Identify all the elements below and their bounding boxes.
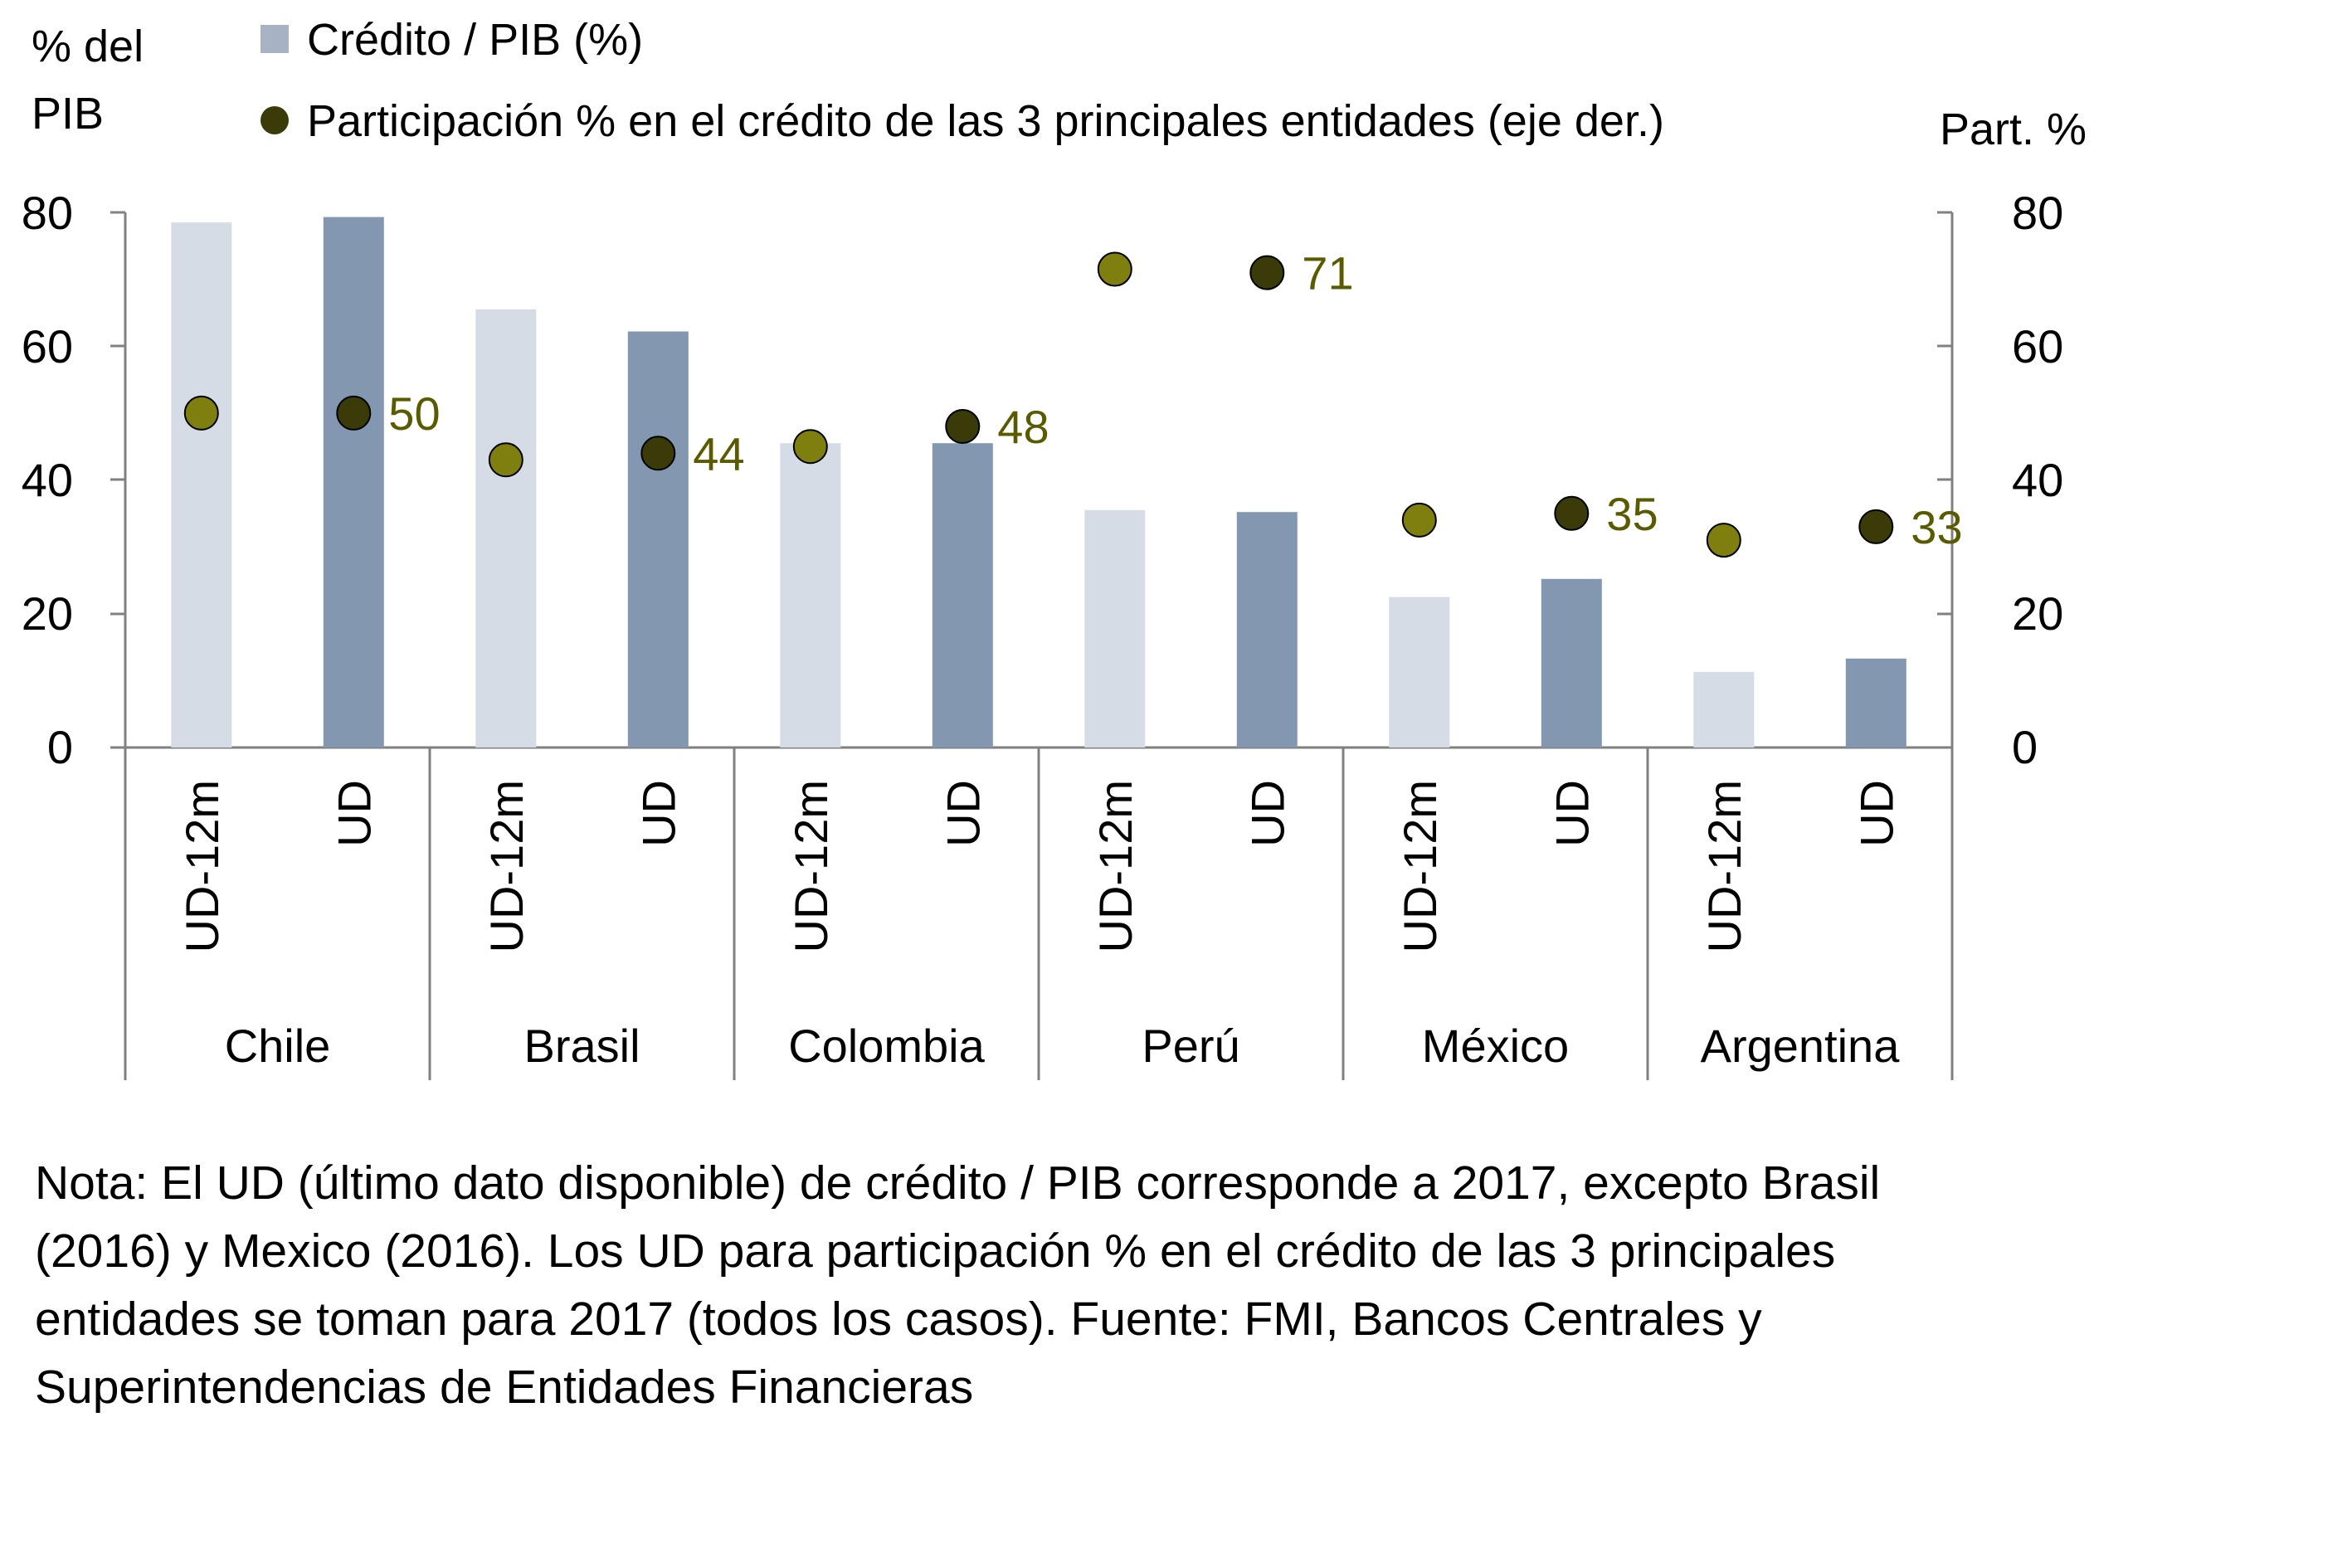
bars	[171, 217, 1906, 748]
dot-perú-ud	[1249, 255, 1285, 290]
group-label: Argentina	[1701, 1020, 1901, 1072]
left-axis-title-line1: % del	[32, 22, 144, 71]
x-tick-label: UD-12m	[1698, 780, 1751, 952]
right-tick-20: 20	[2012, 587, 2063, 640]
legend-dot-label: Participación % en el crédito de las 3 p…	[307, 96, 1664, 146]
x-tick-label: UD-12m	[1394, 780, 1446, 952]
chart: % del PIB Part. % Crédito / PIB (%) Part…	[22, 15, 2087, 1080]
bar-brasil-ud	[627, 331, 689, 747]
data-label: 35	[1606, 488, 1658, 540]
x-tick-label: UD	[1241, 780, 1293, 847]
bar-colombia-ud-12m	[780, 443, 841, 747]
bar-méxico-ud	[1541, 578, 1602, 747]
data-label: 50	[388, 387, 440, 440]
dot-colombia-ud	[945, 409, 981, 444]
group-label: Perú	[1142, 1020, 1239, 1072]
data-label: 48	[997, 401, 1049, 453]
data-labels: 50 44 48 71 35 33	[388, 247, 1962, 553]
left-tick-0: 0	[47, 721, 73, 773]
x-axis-labels: UD-12m UD UD-12m UD UD-12m UD UD-12m UD UD-12m UD…	[176, 780, 1903, 1072]
dot-brasil-ud	[640, 436, 676, 471]
dot-méxico-ud-12m	[1401, 502, 1437, 538]
bar-méxico-ud-12m	[1389, 597, 1450, 747]
data-label: 33	[1911, 501, 1962, 553]
dot-argentina-ud-12m	[1706, 523, 1741, 558]
group-label: Brasil	[523, 1020, 640, 1072]
x-tick-label: UD	[632, 780, 684, 847]
x-tick-label: UD-12m	[1089, 780, 1142, 952]
dot-chile-ud-12m	[183, 395, 219, 431]
dot-argentina-ud	[1858, 509, 1894, 544]
legend-dot-swatch	[261, 106, 289, 134]
bar-chile-ud	[323, 217, 384, 748]
bar-perú-ud	[1236, 512, 1298, 747]
left-axis: 80 60 40 20 0	[22, 187, 73, 773]
left-tick-40: 40	[22, 454, 73, 506]
bar-colombia-ud	[932, 443, 993, 747]
group-label: Colombia	[788, 1020, 985, 1072]
axes	[110, 211, 1954, 1080]
legend-bar-swatch	[261, 25, 289, 53]
bar-argentina-ud	[1845, 658, 1906, 747]
footnote-line: entidades se toman para 2017 (todos los …	[35, 1293, 1762, 1346]
footnote: Nota: El UD (último dato disponible) de …	[35, 1149, 2159, 1421]
dot-brasil-ud-12m	[488, 442, 523, 478]
legend: Crédito / PIB (%) Participación % en el …	[261, 15, 1664, 146]
bar-chile-ud-12m	[171, 222, 232, 748]
bar-perú-ud-12m	[1084, 509, 1146, 747]
bar-brasil-ud-12m	[475, 309, 537, 747]
x-tick-label: UD	[1546, 780, 1598, 847]
bar-argentina-ud-12m	[1693, 671, 1755, 747]
right-tick-80: 80	[2012, 187, 2063, 239]
x-tick-label: UD-12m	[176, 780, 228, 952]
legend-bar-label: Crédito / PIB (%)	[307, 15, 643, 65]
left-axis-title-line2: PIB	[32, 89, 104, 139]
dot-chile-ud	[336, 395, 372, 431]
footnote-line: Superintendencias de Entidades Financier…	[35, 1361, 974, 1414]
right-tick-40: 40	[2012, 454, 2063, 506]
left-tick-80: 80	[22, 187, 73, 239]
group-label: México	[1422, 1020, 1569, 1072]
dot-colombia-ud-12m	[792, 429, 828, 465]
right-tick-0: 0	[2012, 721, 2038, 773]
dot-perú-ud-12m	[1097, 251, 1132, 287]
x-tick-label: UD	[937, 780, 989, 847]
x-tick-label: UD	[1850, 780, 1902, 847]
right-tick-60: 60	[2012, 320, 2063, 373]
data-label: 71	[1302, 247, 1353, 299]
left-tick-20: 20	[22, 587, 73, 640]
footnote-line: Nota: El UD (último dato disponible) de …	[35, 1157, 1881, 1210]
left-tick-60: 60	[22, 320, 73, 373]
x-tick-label: UD	[328, 780, 380, 847]
data-label: 44	[693, 427, 744, 480]
footnote-line: (2016) y Mexico (2016). Los UD para part…	[35, 1225, 1836, 1278]
dots	[183, 251, 1894, 558]
x-tick-label: UD-12m	[480, 780, 533, 952]
right-axis-title: Part. %	[1940, 105, 2087, 154]
x-tick-label: UD-12m	[785, 780, 837, 952]
dot-méxico-ud	[1554, 495, 1590, 531]
right-axis: 80 60 40 20 0	[2012, 187, 2063, 773]
group-label: Chile	[225, 1020, 331, 1072]
